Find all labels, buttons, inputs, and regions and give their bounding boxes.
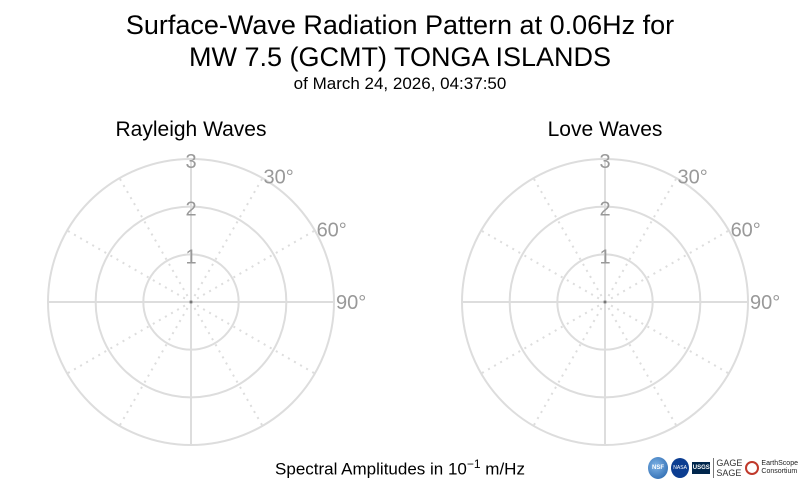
love-angle-label-90: 90°	[750, 292, 780, 314]
rayleigh-angle-label-60: 60°	[317, 220, 347, 242]
rayleigh-ring-3	[47, 158, 335, 446]
rayleigh-spoke-60	[190, 229, 316, 303]
amplitude-label: Spectral Amplitudes in 10−1 m/Hz	[0, 452, 800, 482]
usgs-logo: USGS	[692, 462, 711, 474]
love-angle-label-60: 60°	[731, 220, 761, 242]
rayleigh-ring-1	[142, 253, 240, 351]
love-spoke-300	[480, 229, 606, 303]
rayleigh-spoke-240	[66, 301, 192, 375]
rayleigh-ring-2	[94, 205, 288, 399]
sage-text: SAGE	[716, 468, 742, 478]
amplitude-label-exponent: −1	[466, 457, 481, 471]
love-angle-label-30: 30°	[678, 166, 708, 188]
rayleigh-spoke-300	[66, 229, 192, 303]
love-radial-tick-2: 2	[599, 199, 610, 221]
love-radial-tick-1: 1	[599, 246, 610, 268]
rayleigh-spoke-30	[190, 177, 264, 303]
love-spoke-60	[604, 229, 730, 303]
love-radial-tick-3: 3	[599, 151, 610, 173]
gage-text: GAGE	[716, 458, 743, 468]
love-ring-3	[461, 158, 749, 446]
love-ring-2	[508, 205, 702, 399]
rayleigh-radial-tick-1: 1	[185, 246, 196, 268]
rayleigh-spoke-120	[190, 301, 316, 375]
love-ring-1	[556, 253, 654, 351]
love-spoke-150	[604, 301, 678, 427]
earthscope-logo: EarthScope Consortium	[745, 460, 798, 476]
rayleigh-spoke-150	[190, 301, 264, 427]
amplitude-label-prefix: Spectral Amplitudes in 10	[275, 459, 467, 479]
nsf-logo: NSF	[648, 457, 669, 479]
love-spoke-330	[532, 177, 606, 303]
rayleigh-angle-label-30: 30°	[264, 166, 294, 188]
title-line-2: MW 7.5 (GCMT) TONGA ISLANDS	[188, 42, 612, 72]
love-spoke-30	[604, 177, 678, 303]
title-line-1: Surface-Wave Radiation Pattern at 0.06Hz…	[125, 10, 675, 40]
earthscope-text: EarthScope	[761, 460, 798, 467]
rayleigh-angle-label-90: 90°	[336, 292, 366, 314]
love-spoke-240	[480, 301, 606, 375]
earthscope-sub-text: Consortium	[761, 468, 798, 475]
nasa-logo: NASA	[671, 458, 690, 478]
rayleigh-radial-tick-2: 2	[185, 199, 196, 221]
love-spoke-210	[532, 301, 606, 427]
amplitude-label-suffix: m/Hz	[480, 459, 525, 479]
earthscope-mark-icon	[745, 461, 760, 475]
rayleigh-center-dot	[189, 300, 193, 304]
love-panel-title: Love Waves	[547, 118, 663, 141]
love-spoke-120	[604, 301, 730, 375]
rayleigh-spoke-210	[118, 301, 192, 427]
rayleigh-radial-tick-3: 3	[185, 151, 196, 173]
rayleigh-spoke-330	[118, 177, 192, 303]
rayleigh-panel-title: Rayleigh Waves	[115, 118, 267, 141]
subtitle: of March 24, 2026, 04:37:50	[293, 74, 507, 93]
love-center-dot	[603, 300, 607, 304]
gage-sage-logo: GAGE SAGE	[713, 458, 742, 478]
sponsor-logos: NSF NASA USGS GAGE SAGE EarthScope Conso…	[648, 452, 798, 484]
